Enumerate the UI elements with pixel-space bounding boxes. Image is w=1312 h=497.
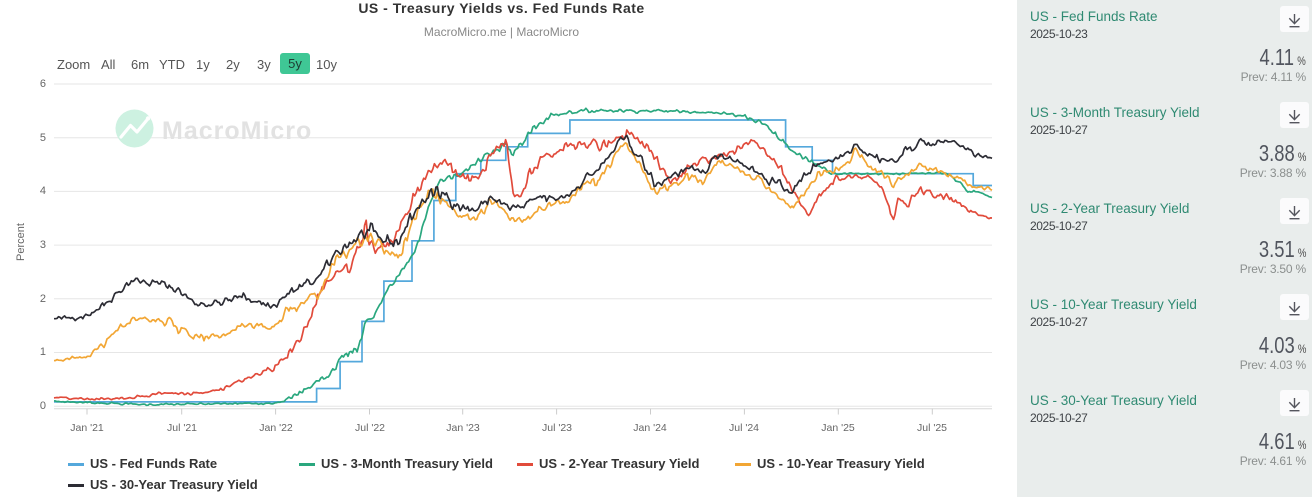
- svg-text:MacroMicro: MacroMicro: [162, 117, 312, 145]
